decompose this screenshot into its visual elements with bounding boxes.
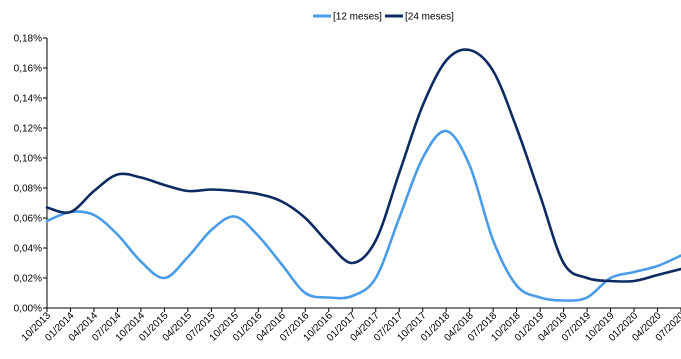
y-tick-label: 0,10% [14,154,42,165]
series-layer [45,48,681,302]
y-tick-label: 0,18% [14,34,42,45]
y-tick-label: 0,06% [14,214,42,225]
y-tick-label: 0,12% [14,124,42,135]
y-tick-label: 0,02% [14,274,42,285]
y-tick-label: 0,04% [14,244,42,255]
legend-label: [24 meses] [405,12,454,23]
y-tick-label: 0,00% [14,304,42,315]
series-line-2 [45,48,681,283]
y-tick-label: 0,14% [14,94,42,105]
y-tick-label: 0,08% [14,184,42,195]
y-tick-label: 0,16% [14,64,42,75]
legend-label: [12 meses] [333,12,382,23]
legend: [12 meses] [24 meses] [313,12,454,23]
series-line-1 [45,129,681,302]
